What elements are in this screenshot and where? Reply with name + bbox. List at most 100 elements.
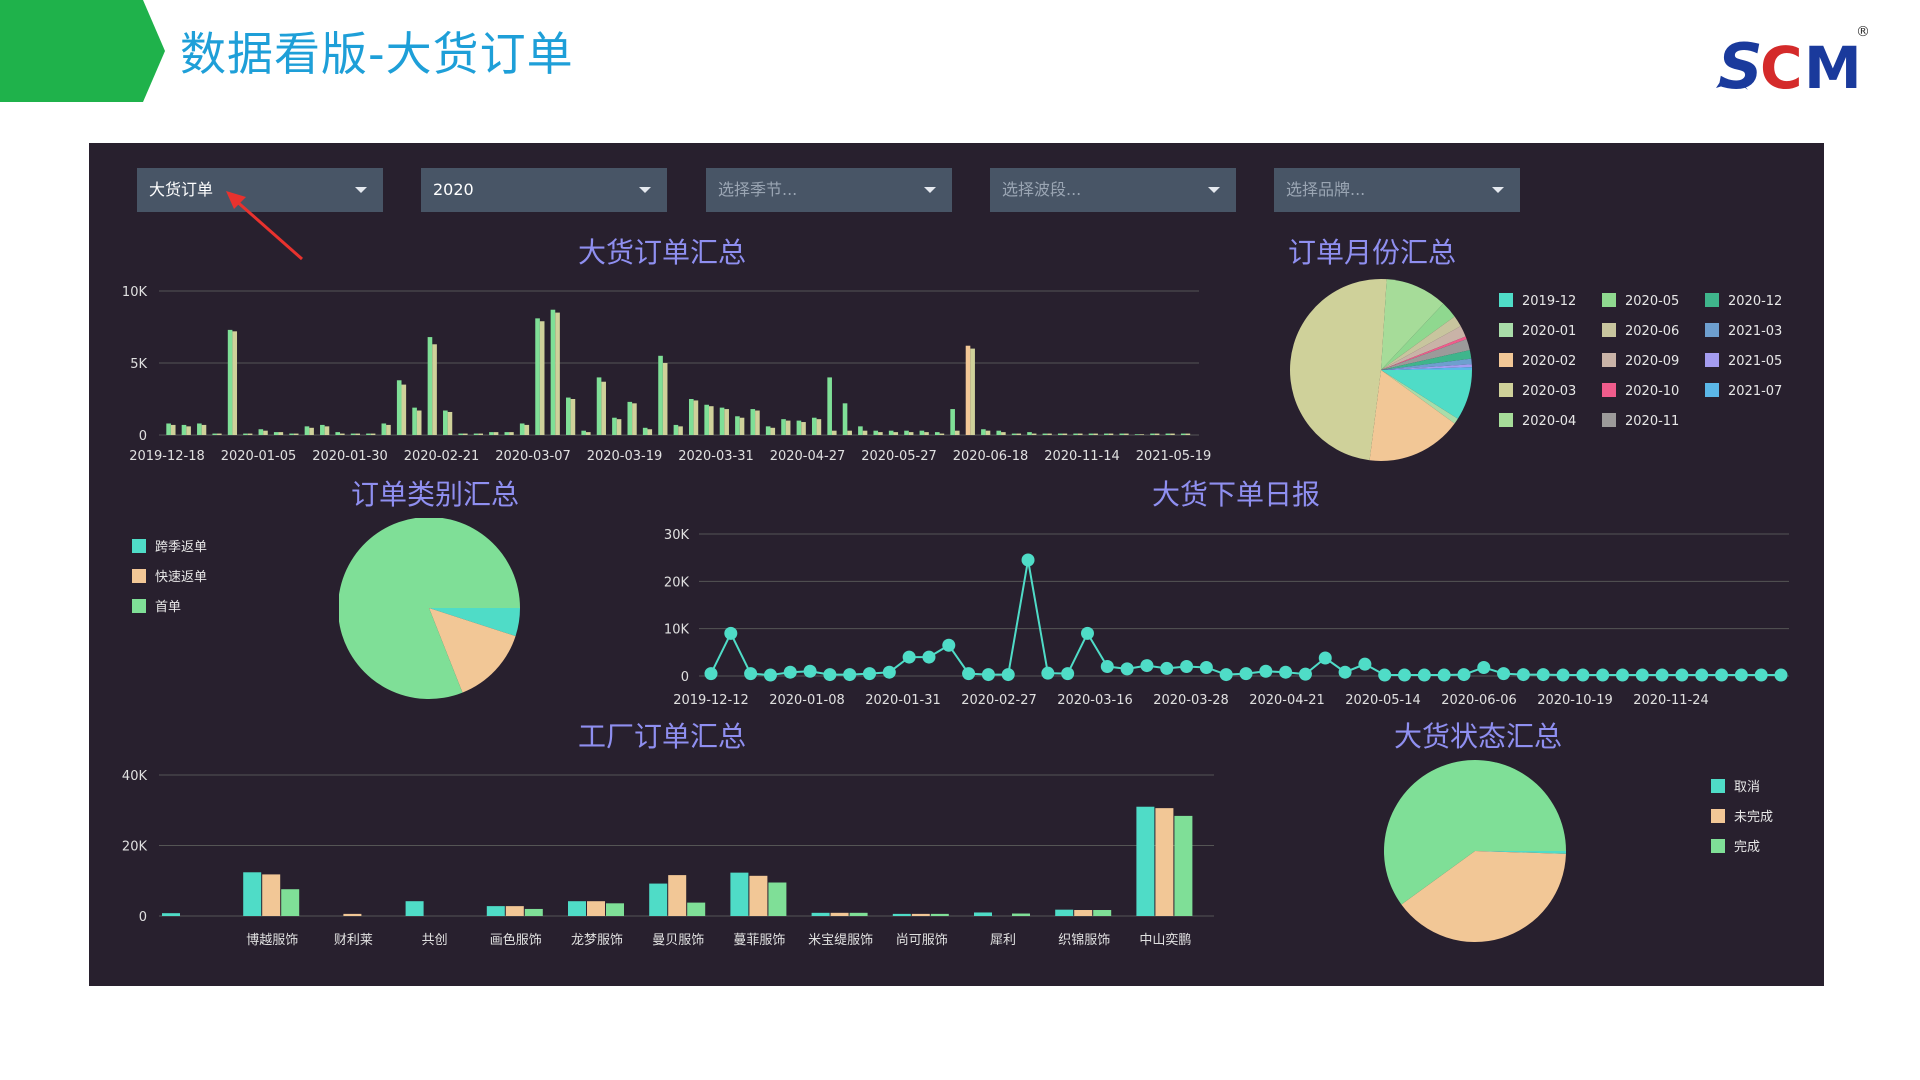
bar [524, 424, 530, 435]
daily-report-title: 大货下单日报 [1152, 478, 1321, 511]
legend-label: 未完成 [1734, 810, 1774, 825]
legend-item[interactable]: 未完成 [1711, 806, 1773, 825]
legend-item[interactable]: 取消 [1711, 776, 1760, 795]
bar [649, 883, 668, 916]
pie-slice [1290, 279, 1387, 461]
year-dropdown[interactable]: 2020 [421, 168, 667, 212]
bar [924, 432, 929, 435]
bar [396, 380, 402, 435]
bar [785, 420, 791, 435]
data-point [981, 668, 995, 682]
x-tick-label: 2019-12-12 [673, 693, 749, 708]
legend-item[interactable]: 2020-04 [1499, 413, 1576, 429]
bar [1074, 910, 1093, 916]
legend-swatch [1705, 353, 1719, 367]
season-dropdown[interactable]: 选择季节... [706, 168, 952, 212]
data-point [704, 667, 718, 681]
bar [181, 424, 187, 435]
x-tick-label: 2019-12-18 [129, 449, 205, 463]
order-type-dropdown[interactable]: 大货订单 [137, 168, 383, 212]
legend-swatch [1499, 323, 1513, 337]
legend-swatch [132, 569, 146, 583]
bulk-order-bar-chart: 0 5K 10K 2019-12-18 2020-01-05 2020-01-30 2020… [122, 285, 1211, 463]
legend-label: 2020-04 [1522, 414, 1577, 429]
legend-item[interactable]: 2021-03 [1705, 323, 1782, 339]
bar [587, 901, 605, 916]
legend-item[interactable]: 2020-06 [1602, 323, 1679, 339]
legend-item[interactable]: 跨季返单 [132, 536, 207, 555]
legend-item[interactable]: 2020-09 [1602, 353, 1679, 369]
legend-item[interactable]: 2020-02 [1499, 353, 1576, 369]
bar [750, 409, 756, 435]
legend-item[interactable]: 首单 [132, 596, 181, 615]
bar [1001, 432, 1006, 435]
bar [458, 433, 464, 435]
chevron-down-icon [355, 187, 367, 193]
legend-item[interactable]: 2021-05 [1705, 353, 1782, 369]
bar [862, 430, 868, 435]
x-tick-label: 2020-05-27 [861, 449, 937, 463]
bar [827, 377, 832, 435]
bar [273, 432, 279, 435]
legend-item[interactable]: 2020-05 [1602, 293, 1679, 309]
bar [258, 429, 264, 435]
data-point [1516, 668, 1530, 682]
bar [601, 381, 606, 435]
legend-label: 2020-02 [1522, 354, 1577, 369]
legend-item[interactable]: 完成 [1711, 836, 1760, 855]
bar [281, 889, 300, 916]
bar [985, 430, 991, 435]
legend-label: 2020-11 [1625, 414, 1680, 429]
data-point [882, 665, 896, 679]
data-point [1754, 668, 1768, 682]
legend-item[interactable]: 2020-10 [1602, 383, 1679, 399]
data-point [823, 668, 837, 682]
bar [739, 417, 745, 435]
pie-slice [1475, 851, 1566, 854]
x-tick-label: 2020-03-16 [1057, 693, 1133, 708]
pie-slice [1381, 358, 1472, 370]
data-point [1239, 667, 1253, 681]
legend-label: 快速返单 [155, 570, 208, 585]
x-tick-label: 2020-03-28 [1153, 693, 1229, 708]
monthly-summary-legend: 2019-12 2020-01 2020-02 2020-03 2020-04 2020-… [1499, 293, 1819, 443]
data-point [1080, 626, 1094, 640]
x-tick-label: 2020-01-08 [769, 693, 845, 708]
bar [687, 902, 706, 916]
legend-item[interactable]: 2020-03 [1499, 383, 1576, 399]
x-tick-label: 2020-02-27 [961, 693, 1037, 708]
data-point [1001, 668, 1015, 682]
legend-item[interactable]: 2020-11 [1602, 413, 1679, 429]
bar [693, 400, 699, 435]
legend-item[interactable]: 快速返单 [132, 566, 207, 585]
legend-item[interactable]: 2020-01 [1499, 323, 1576, 339]
bar [1134, 434, 1140, 435]
bar [1124, 433, 1129, 435]
legend-swatch [1711, 839, 1725, 853]
bar [658, 355, 663, 435]
legend-label: 2019-12 [1522, 294, 1577, 309]
legend-item[interactable]: 2020-12 [1705, 293, 1782, 309]
data-point [1180, 660, 1194, 674]
legend-item[interactable]: 2021-07 [1705, 383, 1782, 399]
data-point [1477, 660, 1491, 674]
bar [519, 423, 525, 435]
pie-slice [1369, 370, 1455, 461]
data-point [1160, 661, 1174, 675]
brand-dropdown[interactable]: 选择品牌... [1274, 168, 1520, 212]
category-summary-title: 订单类别汇总 [351, 478, 520, 511]
pie-slice [1381, 316, 1461, 370]
bar [1136, 806, 1155, 916]
legend-swatch [132, 539, 146, 553]
bar [1027, 432, 1032, 435]
legend-item[interactable]: 2019-12 [1499, 293, 1576, 309]
slide-title: 数据看版-大货订单 [180, 27, 574, 81]
x-tick-label: 2020-04-27 [770, 449, 846, 463]
wave-dropdown[interactable]: 选择波段... [990, 168, 1236, 212]
bar [1150, 433, 1155, 435]
bar [892, 913, 911, 916]
x-tick-label: 2020-10-19 [1537, 693, 1613, 708]
data-point [1298, 667, 1312, 681]
pie-slice [1381, 367, 1472, 370]
bar [350, 433, 356, 435]
